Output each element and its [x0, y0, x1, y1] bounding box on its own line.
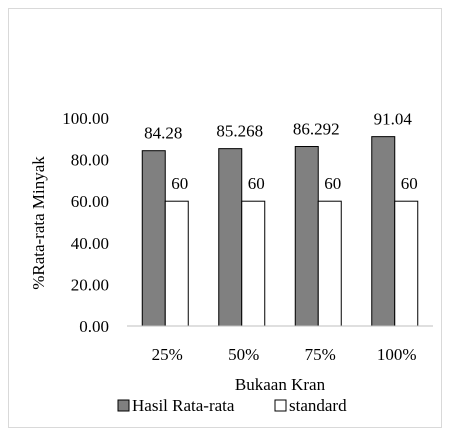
data-label: 60 [401, 174, 418, 193]
legend-swatch [117, 399, 130, 412]
bar-hasil-rata-rata [294, 146, 319, 327]
bar-hasil-rata-rata [218, 148, 243, 327]
y-tick-label: 80.00 [71, 151, 109, 170]
legend-label: Hasil Rata-rata [132, 396, 235, 415]
legend-swatch [274, 399, 287, 412]
data-label: 86.292 [293, 120, 340, 139]
bar-standard [241, 200, 266, 327]
data-label: 85.268 [216, 122, 263, 141]
y-tick-label: 40.00 [71, 234, 109, 253]
bar-standard [164, 200, 189, 327]
plot-area: 84.28 85.268 86.292 91.04 60 60 60 60 [141, 110, 419, 327]
x-tick-label: 50% [228, 345, 259, 364]
y-tick-label: 20.00 [71, 275, 109, 294]
bar-hasil-rata-rata [141, 150, 166, 327]
data-label: 60 [171, 174, 188, 193]
bar-standard [317, 200, 342, 327]
y-axis-title: %Rata-rata Minyak [29, 156, 48, 290]
data-label: 84.28 [144, 124, 182, 143]
x-tick-label: 75% [305, 345, 336, 364]
x-tick-label: 100% [377, 345, 417, 364]
bar-standard [394, 200, 419, 327]
y-axis-tick-labels: 0.00 20.00 40.00 60.00 80.00 100.00 [62, 109, 109, 336]
bar-hasil-rata-rata [371, 136, 396, 327]
legend-label: standard [289, 396, 347, 415]
data-label: 91.04 [374, 110, 413, 129]
y-tick-label: 0.00 [79, 317, 109, 336]
x-axis-title: Bukaan Kran [235, 375, 326, 394]
x-tick-label: 25% [152, 345, 183, 364]
legend: Hasil Rata-rata standard [117, 396, 347, 415]
y-tick-label: 60.00 [71, 192, 109, 211]
data-label: 60 [324, 174, 341, 193]
x-axis-tick-labels: 25% 50% 75% 100% [152, 345, 417, 364]
data-label: 60 [248, 174, 265, 193]
y-tick-label: 100.00 [62, 109, 109, 128]
